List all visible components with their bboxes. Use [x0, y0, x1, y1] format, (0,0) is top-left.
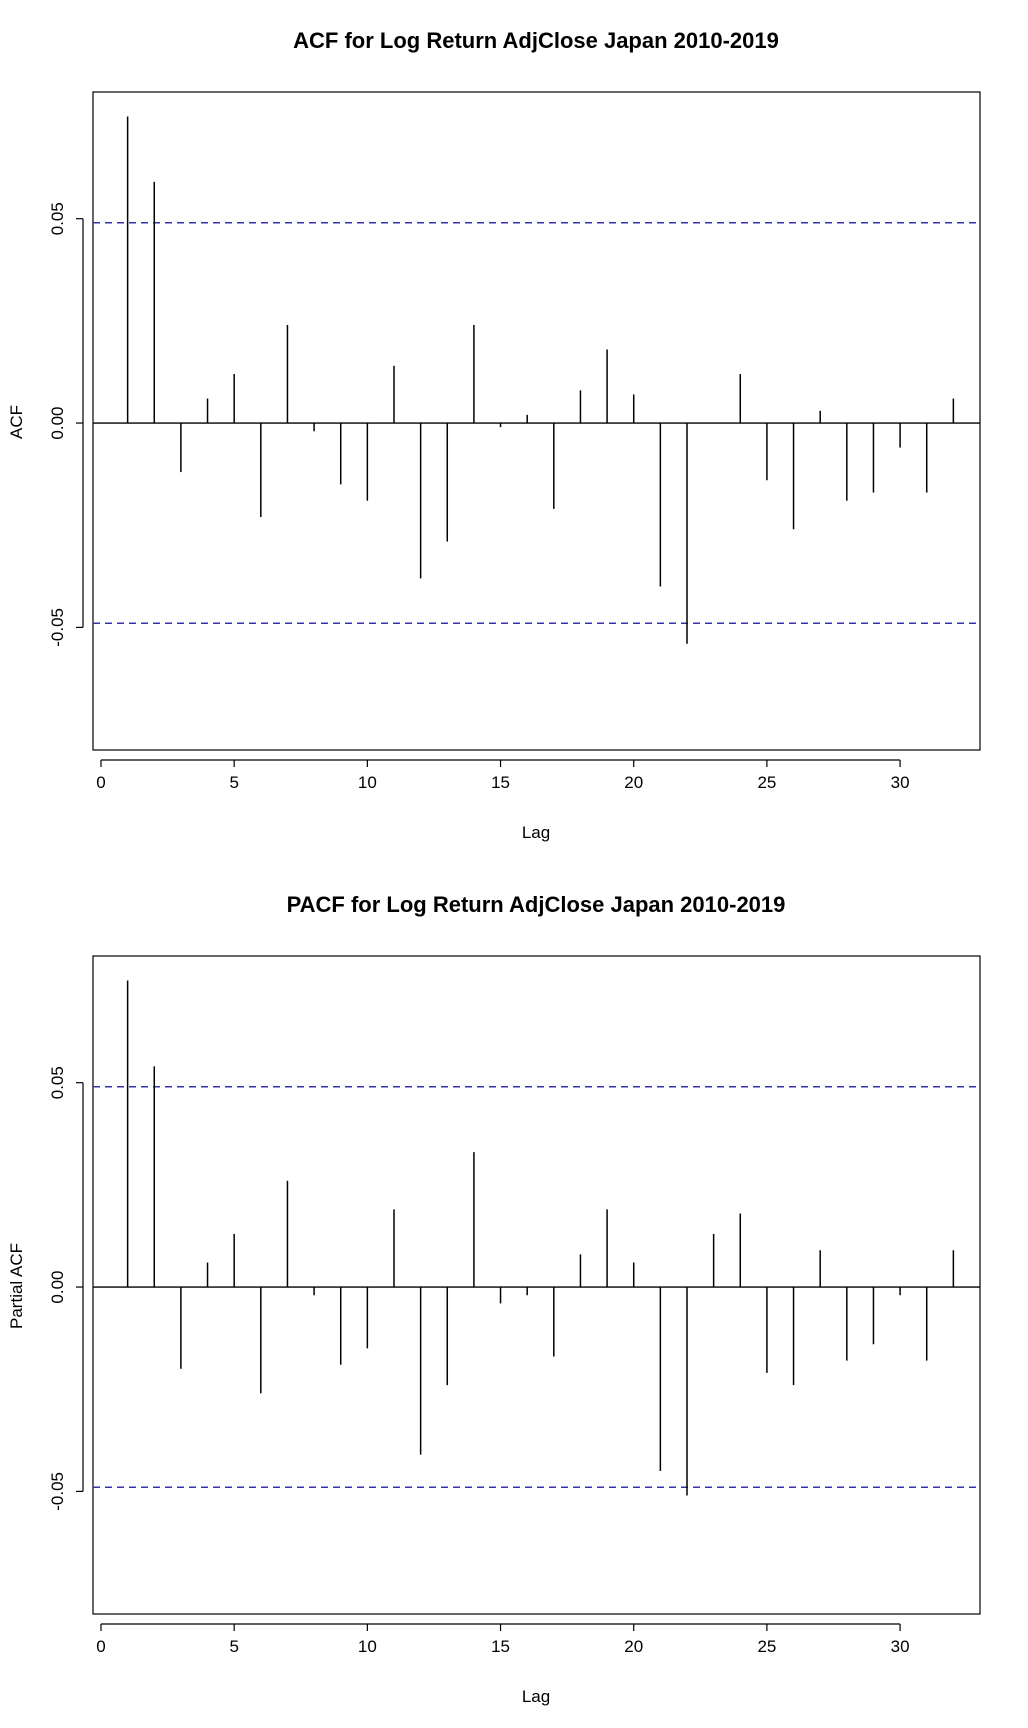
acf-chart: ACF for Log Return AdjClose Japan 2010-2…	[7, 28, 981, 842]
x-axis-label: Lag	[522, 1687, 550, 1706]
x-tick-label: 10	[358, 773, 377, 792]
x-tick-label: 0	[96, 1637, 105, 1656]
x-tick-label: 0	[96, 773, 105, 792]
x-axis-label: Lag	[522, 823, 550, 842]
chart-title: PACF for Log Return AdjClose Japan 2010-…	[287, 892, 786, 917]
x-tick-label: 25	[757, 1637, 776, 1656]
chart-title: ACF for Log Return AdjClose Japan 2010-2…	[293, 28, 779, 53]
y-tick-label: -0.05	[48, 1472, 67, 1511]
y-axis-label: Partial ACF	[7, 1243, 26, 1329]
y-axis-label: ACF	[7, 405, 26, 439]
x-tick-label: 10	[358, 1637, 377, 1656]
x-tick-label: 25	[757, 773, 776, 792]
y-tick-label: 0.05	[48, 1066, 67, 1099]
x-tick-label: 15	[491, 773, 510, 792]
x-tick-label: 5	[229, 1637, 238, 1656]
y-tick-label: -0.05	[48, 608, 67, 647]
x-tick-label: 5	[229, 773, 238, 792]
x-tick-label: 30	[891, 773, 910, 792]
pacf-chart: PACF for Log Return AdjClose Japan 2010-…	[7, 892, 981, 1706]
x-tick-label: 20	[624, 773, 643, 792]
x-tick-label: 15	[491, 1637, 510, 1656]
x-tick-label: 20	[624, 1637, 643, 1656]
y-tick-label: 0.05	[48, 202, 67, 235]
plot-frame	[92, 955, 981, 1615]
x-tick-label: 30	[891, 1637, 910, 1656]
y-tick-label: 0.00	[48, 406, 67, 439]
plot-frame	[92, 91, 981, 751]
y-tick-label: 0.00	[48, 1270, 67, 1303]
